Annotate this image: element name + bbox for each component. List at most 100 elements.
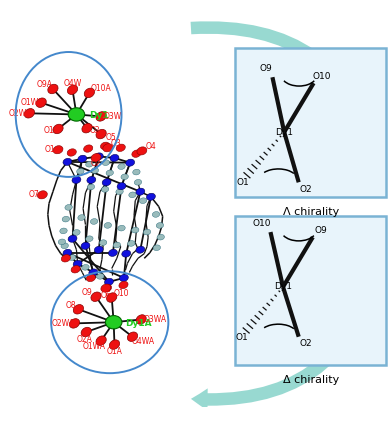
Ellipse shape [102,160,109,165]
Text: O10: O10 [114,289,129,298]
Text: O2A: O2A [76,335,92,344]
Text: O3W: O3W [104,112,122,121]
Ellipse shape [127,332,138,341]
Text: O5: O5 [105,133,116,142]
Ellipse shape [81,242,90,249]
Ellipse shape [126,159,134,166]
Ellipse shape [81,327,91,337]
Ellipse shape [61,243,68,249]
Ellipse shape [83,145,93,152]
Ellipse shape [78,215,85,221]
Ellipse shape [157,234,164,240]
Text: O8: O8 [65,301,76,310]
Ellipse shape [118,225,125,231]
Text: O9: O9 [314,226,327,234]
Ellipse shape [82,123,92,133]
Text: O4WA: O4WA [132,337,155,346]
Text: O1: O1 [45,145,56,154]
Ellipse shape [136,188,145,195]
Ellipse shape [82,264,89,270]
Ellipse shape [100,240,107,245]
Text: O7: O7 [29,190,40,199]
Ellipse shape [77,168,84,174]
Text: Λ chirality: Λ chirality [283,207,339,217]
Text: O9A: O9A [37,80,53,89]
Ellipse shape [53,124,63,134]
FancyArrowPatch shape [191,21,387,176]
Ellipse shape [58,239,65,245]
Text: O3WA: O3WA [143,315,166,324]
FancyBboxPatch shape [235,216,386,365]
Ellipse shape [100,142,110,149]
Ellipse shape [132,227,139,233]
Ellipse shape [110,155,119,162]
Ellipse shape [87,176,96,184]
Text: O1W: O1W [20,98,38,107]
Text: O1: O1 [236,333,249,342]
Ellipse shape [97,274,104,279]
Ellipse shape [71,266,80,273]
Ellipse shape [73,229,80,235]
FancyBboxPatch shape [235,48,386,197]
Text: Dy1: Dy1 [274,282,292,291]
Text: O9: O9 [259,64,272,73]
Text: O6: O6 [100,290,111,300]
Ellipse shape [78,155,87,162]
Ellipse shape [105,316,122,329]
Ellipse shape [87,184,94,190]
Ellipse shape [69,319,80,328]
Ellipse shape [62,216,69,222]
Ellipse shape [67,149,76,156]
Text: O10: O10 [252,219,271,228]
Ellipse shape [132,150,141,157]
Ellipse shape [65,205,72,210]
Text: O1: O1 [44,126,55,136]
Text: O2WA: O2WA [52,319,75,328]
Text: Δ chirality: Δ chirality [283,375,339,385]
Ellipse shape [152,212,160,217]
Ellipse shape [106,170,113,176]
Ellipse shape [96,129,106,139]
Text: O4: O4 [145,142,156,152]
Ellipse shape [113,242,120,248]
Ellipse shape [103,144,113,152]
Ellipse shape [137,147,147,155]
Ellipse shape [86,236,93,242]
Ellipse shape [94,246,103,253]
Text: O2W: O2W [9,109,27,118]
Ellipse shape [63,249,72,256]
Ellipse shape [122,250,131,257]
Ellipse shape [63,158,72,165]
Ellipse shape [104,223,111,228]
Ellipse shape [91,292,101,301]
Text: O1: O1 [237,178,249,187]
Text: Dy1: Dy1 [275,128,293,136]
Ellipse shape [105,278,113,285]
Ellipse shape [84,88,94,98]
Text: Dy1A: Dy1A [125,319,152,328]
Text: O9: O9 [82,288,93,296]
Ellipse shape [67,85,78,94]
Ellipse shape [120,274,128,282]
Ellipse shape [134,179,142,185]
Ellipse shape [102,187,109,192]
Ellipse shape [94,153,103,160]
Ellipse shape [48,84,58,94]
Ellipse shape [53,146,63,154]
Text: O3: O3 [110,139,121,148]
Ellipse shape [129,192,136,198]
Ellipse shape [140,198,147,204]
Ellipse shape [91,154,101,162]
Ellipse shape [86,161,93,167]
Text: O2: O2 [89,125,100,135]
Ellipse shape [116,189,123,195]
Text: O2: O2 [91,159,102,168]
Ellipse shape [153,245,160,250]
Ellipse shape [72,176,81,184]
Ellipse shape [136,246,145,253]
Ellipse shape [107,293,117,302]
Ellipse shape [68,108,85,121]
Ellipse shape [136,315,146,324]
Ellipse shape [121,174,128,180]
Ellipse shape [109,249,117,256]
